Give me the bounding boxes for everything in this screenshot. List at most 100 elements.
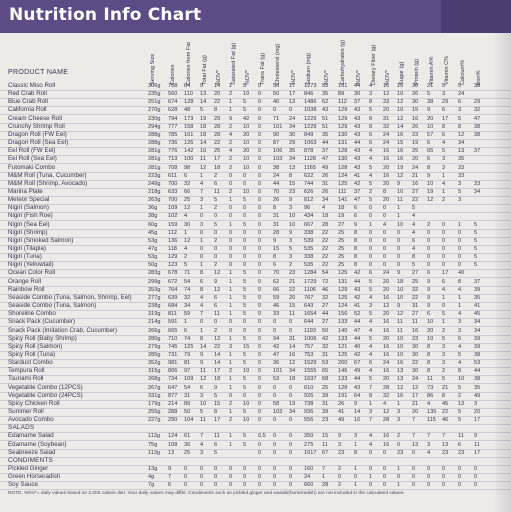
table-cell: 16: [289, 351, 296, 358]
table-cell: 684: [168, 303, 178, 310]
table-cell: 20: [474, 409, 481, 415]
table-cell: 42: [273, 343, 280, 350]
table-cell: 643: [304, 303, 314, 310]
table-cell: 6: [200, 384, 204, 391]
table-cell: 268g: [148, 376, 161, 383]
table-cell: 6: [214, 441, 218, 448]
table-cell: 4: [458, 343, 462, 350]
table-cell: 13: [458, 400, 465, 407]
table-cell: 3: [369, 303, 373, 310]
table-cell: 0: [273, 482, 277, 489]
table-cell: 14: [214, 351, 221, 358]
table-cell: 0: [369, 466, 373, 473]
table-cell: 61: [184, 433, 191, 440]
table-cell: 41: [338, 409, 345, 415]
table-cell: 4: [412, 213, 416, 220]
table-cell: 123: [168, 262, 178, 269]
table-cell: 22: [412, 294, 419, 301]
table-cell: 32: [184, 294, 191, 301]
table-cell: 279g: [148, 343, 161, 350]
table-cell: 44: [354, 335, 361, 342]
table-cell: 0: [427, 254, 431, 261]
table-row: Avocado Combo 227g 290 104 11 17 2 10 0 0 0 556 23 49…: [0, 416, 511, 426]
table-cell: 35: [474, 384, 481, 391]
table-cell: 0: [200, 466, 204, 473]
table-cell: 4: [369, 319, 373, 326]
table-cell: 24: [383, 140, 390, 147]
table-cell: 96: [304, 205, 311, 212]
table-cell: 191: [338, 392, 348, 399]
table-cell: 0: [397, 474, 401, 481]
table-cell: 44: [474, 368, 481, 375]
table-cell: 44: [322, 311, 329, 318]
table-cell: 111: [338, 188, 347, 195]
table-cell: 2: [214, 327, 218, 334]
product-name: Rainbow Roll: [8, 285, 45, 293]
table-cell: 8: [214, 107, 218, 114]
table-cell: 0: [258, 417, 262, 424]
table-cell: 129: [338, 115, 348, 122]
table-cell: 25: [338, 254, 345, 261]
table-cell: 0: [258, 449, 262, 456]
table-cell: 6: [354, 205, 358, 212]
table-cell: 13: [412, 441, 419, 448]
product-name-header: PRODUCT NAME: [8, 69, 69, 76]
table-cell: 16: [383, 343, 390, 350]
table-cell: 37: [322, 148, 329, 155]
table-cell: 16: [397, 392, 404, 399]
table-cell: 1529: [304, 360, 317, 367]
table-cell: 238g: [148, 303, 161, 310]
table-cell: 41: [354, 303, 361, 310]
table-cell: 14: [200, 140, 207, 147]
table-cell: 25: [184, 197, 191, 204]
table-cell: 10: [397, 221, 404, 228]
table-cell: 20: [427, 327, 434, 334]
table-cell: 2: [289, 262, 293, 269]
table-cell: 125: [184, 343, 194, 350]
table-cell: 0: [383, 254, 387, 261]
table-cell: 18: [214, 164, 221, 171]
table-cell: 25: [184, 449, 191, 456]
table-cell: 280g: [148, 335, 161, 342]
product-name: Dragon Roll (Sea Eel): [8, 139, 69, 147]
table-cell: 0: [200, 474, 204, 481]
table-cell: 12: [214, 286, 221, 293]
table-cell: 0: [229, 254, 233, 261]
table-cell: 8: [354, 229, 358, 236]
table-row: Snack Pack (Imitation Crab, Cucumber) 266…: [0, 327, 511, 336]
table-cell: 10: [397, 107, 404, 114]
table-cell: 44: [354, 140, 361, 147]
table-cell: 20: [243, 131, 250, 138]
table-cell: 35: [322, 131, 329, 138]
table-row: Edamame Salad 113g 124 61 7 11 1 5 0.5 0 0 350 15 9 3 4…: [0, 432, 511, 442]
table-cell: 24: [304, 474, 311, 481]
table-cell: 0: [289, 384, 293, 391]
table-cell: 736: [168, 140, 178, 147]
table-cell: 35: [474, 294, 481, 301]
table-cell: 22: [442, 409, 449, 415]
table-cell: 1: [442, 294, 446, 301]
table-cell: 0: [258, 400, 262, 407]
table-cell: 112: [168, 229, 177, 236]
table-cell: 0: [397, 254, 401, 261]
table-cell: 31: [273, 221, 280, 228]
table-cell: 0: [383, 213, 387, 220]
table-cell: 10: [200, 400, 207, 407]
table-cell: 2: [214, 205, 218, 212]
table-cell: 0: [458, 254, 462, 261]
table-cell: 13g: [148, 466, 158, 473]
table-cell: 0: [289, 319, 293, 326]
table-cell: 10: [243, 417, 250, 424]
table-cell: 0: [273, 474, 277, 481]
table-cell: 3: [458, 180, 462, 187]
table-cell: 50g: [148, 262, 158, 269]
product-name: M&M Roll (Tuna, Cucumber): [8, 171, 87, 179]
table-cell: 3: [200, 449, 204, 456]
table-cell: 49: [338, 417, 345, 424]
table-cell: 9: [200, 360, 204, 367]
table-cell: 27: [412, 311, 419, 318]
table-cell: 0: [258, 123, 262, 130]
table-cell: 87: [273, 140, 280, 147]
product-name: Vegetable Combo (12PCS): [8, 383, 83, 391]
table-cell: 25: [214, 148, 221, 155]
